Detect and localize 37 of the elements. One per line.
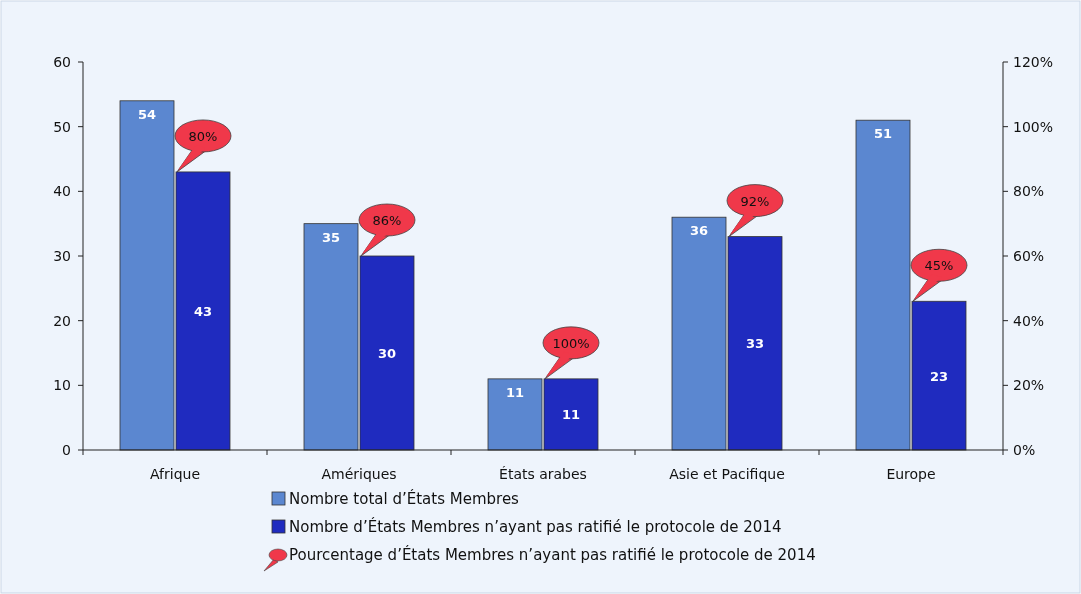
y-tick-label: 20 [53, 312, 71, 329]
x-tick-label: Asie et Pacifique [669, 466, 785, 482]
annotation: 100% [552, 335, 590, 351]
y-tick-label: 30 [53, 248, 71, 264]
data-label: 35 [321, 229, 341, 245]
x-tick-label: Amériques [321, 466, 397, 482]
data-label: 11 [561, 407, 581, 423]
data-label: 43 [193, 303, 213, 319]
data-label: 33 [745, 336, 765, 352]
y2-tick-label: 0% [1013, 442, 1036, 458]
y2-tick-label: 20% [1013, 377, 1045, 394]
y-tick-label: 40 [53, 183, 71, 200]
legend-label: Nombre d’États Membres n’ayant pas ratifié le protocole de 2014 [289, 517, 782, 536]
annotation: 80% [188, 128, 218, 144]
x-tick-label: Europe [886, 466, 936, 482]
text: Pourcentage d’États Membres n’ayant pas ratifié le protocole de 2014 [289, 545, 816, 564]
y-tick-label: 10 [53, 377, 71, 394]
data-label: 54 [137, 106, 157, 122]
y-tick-label: 50 [53, 118, 71, 135]
y-tick-label: 0 [62, 442, 71, 458]
data-label: 30 [377, 346, 397, 361]
annotation: 45% [924, 258, 954, 274]
data-label: 11 [505, 384, 525, 400]
data-label: 23 [929, 368, 949, 384]
annotation: 92% [740, 193, 770, 209]
x-tick-label: Afrique [149, 466, 201, 482]
annotation: 86% [372, 213, 402, 228]
y2-tick-label: 60% [1013, 248, 1045, 264]
y-tick-label: 60 [53, 54, 71, 70]
x-tick-label: États arabes [499, 466, 587, 482]
data-label: 51 [873, 126, 893, 142]
y2-tick-label: 120% [1013, 54, 1054, 70]
y2-tick-label: 100% [1013, 118, 1054, 135]
y2-tick-label: 80% [1013, 183, 1045, 200]
legend-label: Nombre total d’États Membres [289, 489, 520, 508]
y2-tick-label: 40% [1013, 312, 1045, 329]
data-label: 36 [689, 223, 709, 239]
